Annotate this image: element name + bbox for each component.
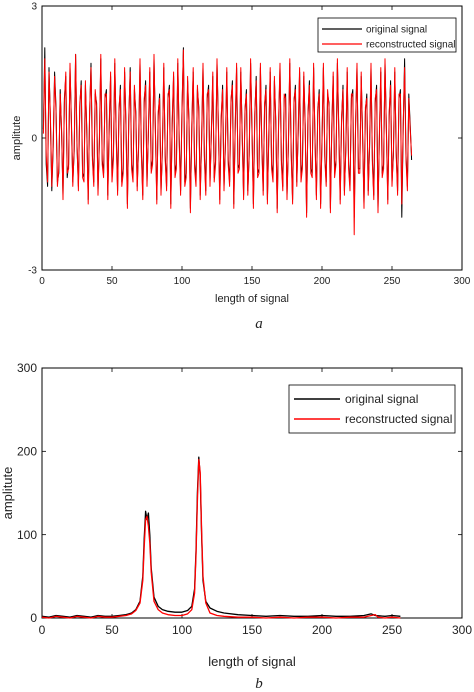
panel-label-b: b — [255, 676, 263, 692]
legend-box-b — [288, 384, 456, 434]
legend-label-b-original: original signal — [345, 392, 418, 406]
xtick-label: 0 — [39, 623, 46, 637]
xtick-label: 150 — [242, 623, 262, 637]
ytick-label: 0 — [31, 134, 37, 145]
ytick-label: 0 — [30, 611, 37, 625]
xtick-label: 200 — [314, 276, 331, 287]
legend-label-b-reconstructed: reconstructed signal — [345, 412, 452, 426]
ytick-label: 3 — [31, 2, 37, 13]
ytick-label: 200 — [17, 445, 37, 459]
series-b — [41, 456, 401, 619]
xlabel-a: length of signal — [215, 293, 289, 305]
xtick-label: 100 — [174, 276, 191, 287]
series-line-b-original — [41, 456, 401, 618]
ticks-b: 0 50 100 150 200 250 300 0 100 200 300 — [17, 361, 472, 637]
xtick-label: 50 — [106, 276, 118, 287]
legend-box-a — [317, 17, 457, 53]
xtick-label: 250 — [382, 623, 402, 637]
series-line-a-reconstructed — [42, 49, 413, 236]
ytick-label: 100 — [17, 528, 37, 542]
ylabel-b: amplitute — [0, 467, 15, 520]
xtick-label: 50 — [105, 623, 119, 637]
xtick-label: 300 — [452, 623, 472, 637]
chart-b: 0 50 100 150 200 250 300 0 100 200 300 length of s… — [0, 361, 472, 692]
ytick-label: -3 — [28, 266, 37, 277]
legend-label-a-reconstructed: reconstructed signal — [366, 40, 456, 51]
legend-label-a-original: original signal — [366, 25, 427, 36]
series-a — [42, 47, 413, 236]
series-line-b-reconstructed — [41, 459, 401, 619]
xtick-label: 200 — [312, 623, 332, 637]
legend-b: original signal reconstructed signal — [288, 384, 456, 434]
xtick-label: 250 — [384, 276, 401, 287]
xtick-label: 300 — [454, 276, 471, 287]
xlabel-b: length of signal — [208, 654, 296, 669]
xtick-label: 0 — [39, 276, 45, 287]
ytick-label: 300 — [17, 361, 37, 375]
panel-label-a: a — [255, 316, 263, 332]
ylabel-a: amplitute — [11, 116, 23, 161]
chart-a: 0 50 100 150 200 250 300-303 length of signal … — [11, 2, 471, 333]
xtick-label: 100 — [172, 623, 192, 637]
xtick-label: 150 — [244, 276, 261, 287]
legend-a: original signal reconstructed signal — [317, 17, 457, 53]
ticks-a: 0 50 100 150 200 250 300-303 — [28, 2, 471, 288]
